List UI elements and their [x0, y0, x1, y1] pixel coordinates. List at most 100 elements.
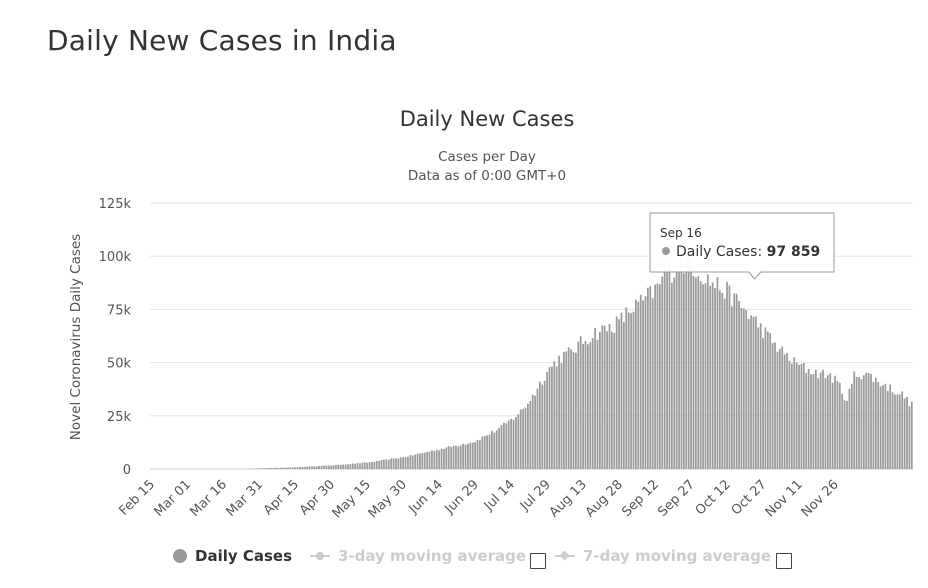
- bar[interactable]: [735, 293, 738, 469]
- bar[interactable]: [860, 379, 863, 469]
- bar[interactable]: [637, 301, 640, 469]
- bar[interactable]: [354, 463, 357, 469]
- bar[interactable]: [512, 419, 515, 469]
- bar[interactable]: [874, 377, 877, 469]
- bar[interactable]: [577, 341, 580, 469]
- bar[interactable]: [872, 382, 875, 469]
- bar[interactable]: [611, 331, 613, 469]
- bar[interactable]: [378, 461, 381, 469]
- bar[interactable]: [476, 439, 479, 469]
- bar[interactable]: [800, 364, 803, 469]
- bar[interactable]: [716, 277, 719, 469]
- bar[interactable]: [311, 466, 313, 469]
- bar[interactable]: [491, 430, 493, 469]
- bar[interactable]: [397, 458, 400, 469]
- bar[interactable]: [337, 464, 340, 469]
- bar[interactable]: [752, 316, 755, 469]
- bar[interactable]: [255, 468, 258, 469]
- bar[interactable]: [323, 465, 325, 469]
- bar[interactable]: [778, 348, 781, 469]
- bar[interactable]: [591, 338, 594, 469]
- bar[interactable]: [399, 457, 402, 469]
- bar[interactable]: [303, 466, 306, 469]
- bar[interactable]: [848, 388, 851, 469]
- bar[interactable]: [850, 383, 853, 469]
- bar[interactable]: [730, 306, 733, 469]
- bar[interactable]: [819, 372, 822, 469]
- bar[interactable]: [546, 371, 548, 469]
- bar[interactable]: [666, 270, 668, 469]
- bar[interactable]: [601, 325, 604, 469]
- bar[interactable]: [718, 290, 721, 469]
- bar[interactable]: [272, 467, 275, 469]
- bar[interactable]: [332, 465, 335, 469]
- bar[interactable]: [402, 457, 404, 469]
- bar[interactable]: [706, 274, 709, 469]
- bar[interactable]: [534, 395, 536, 469]
- bar[interactable]: [385, 459, 388, 469]
- bar[interactable]: [795, 362, 798, 469]
- bar[interactable]: [579, 336, 582, 469]
- bar[interactable]: [668, 265, 671, 469]
- bar[interactable]: [258, 468, 261, 469]
- bar[interactable]: [623, 322, 625, 469]
- bar[interactable]: [704, 283, 707, 469]
- bar[interactable]: [790, 363, 793, 469]
- bar[interactable]: [270, 468, 273, 469]
- bar[interactable]: [647, 287, 649, 469]
- bar[interactable]: [507, 420, 510, 469]
- bar[interactable]: [342, 464, 345, 469]
- bar[interactable]: [711, 282, 714, 469]
- bar[interactable]: [411, 455, 414, 469]
- bar[interactable]: [555, 366, 558, 469]
- bar[interactable]: [654, 284, 656, 469]
- bar[interactable]: [877, 382, 880, 469]
- legend-3day-average[interactable]: 3-day moving average: [310, 547, 526, 565]
- bar[interactable]: [471, 442, 474, 469]
- bar[interactable]: [781, 346, 784, 469]
- bar[interactable]: [678, 270, 680, 469]
- bar[interactable]: [903, 398, 906, 469]
- bar[interactable]: [635, 299, 637, 469]
- bar[interactable]: [447, 446, 450, 469]
- bar[interactable]: [769, 333, 772, 469]
- bar[interactable]: [330, 465, 333, 469]
- bar[interactable]: [606, 331, 608, 469]
- bar[interactable]: [742, 308, 745, 469]
- bar[interactable]: [632, 311, 635, 469]
- bar[interactable]: [435, 449, 438, 469]
- bar[interactable]: [822, 369, 824, 469]
- bar[interactable]: [759, 323, 762, 469]
- bar[interactable]: [495, 430, 498, 469]
- bar[interactable]: [846, 400, 848, 469]
- bar[interactable]: [433, 451, 436, 469]
- bar[interactable]: [659, 284, 661, 469]
- bar[interactable]: [807, 369, 810, 469]
- bar[interactable]: [733, 293, 736, 469]
- bar[interactable]: [277, 467, 280, 469]
- bar[interactable]: [702, 284, 704, 469]
- bar[interactable]: [488, 434, 491, 469]
- bar[interactable]: [493, 432, 496, 469]
- bar[interactable]: [867, 372, 870, 469]
- bar[interactable]: [392, 458, 395, 469]
- bar[interactable]: [543, 380, 546, 469]
- bar[interactable]: [896, 394, 899, 469]
- bar[interactable]: [750, 315, 752, 469]
- bar[interactable]: [709, 285, 712, 469]
- bar[interactable]: [390, 458, 392, 469]
- bar[interactable]: [630, 313, 632, 469]
- bar[interactable]: [558, 355, 560, 469]
- bar[interactable]: [805, 372, 808, 469]
- bar[interactable]: [279, 467, 282, 469]
- bar[interactable]: [531, 394, 534, 469]
- bar[interactable]: [841, 393, 844, 469]
- bar[interactable]: [603, 325, 606, 469]
- bar[interactable]: [510, 418, 512, 469]
- bar[interactable]: [831, 382, 834, 469]
- bar[interactable]: [699, 281, 702, 469]
- bar[interactable]: [419, 453, 421, 469]
- bar[interactable]: [359, 463, 361, 469]
- bar[interactable]: [649, 286, 652, 469]
- bar[interactable]: [882, 385, 884, 469]
